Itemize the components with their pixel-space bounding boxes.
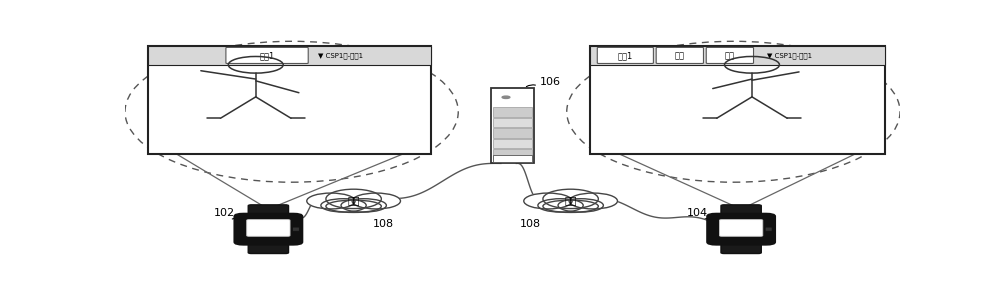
FancyBboxPatch shape bbox=[707, 214, 775, 245]
Ellipse shape bbox=[352, 193, 400, 209]
FancyBboxPatch shape bbox=[247, 220, 290, 236]
Bar bbox=[148, 46, 431, 65]
Bar bbox=[590, 46, 885, 154]
Bar bbox=[590, 46, 885, 65]
Circle shape bbox=[502, 96, 510, 99]
Bar bbox=[493, 117, 532, 127]
Ellipse shape bbox=[538, 199, 583, 212]
Text: 网络: 网络 bbox=[564, 195, 577, 205]
FancyBboxPatch shape bbox=[721, 241, 761, 253]
Ellipse shape bbox=[524, 193, 572, 209]
Text: ▼ CSP1区-频道1: ▼ CSP1区-频道1 bbox=[318, 52, 363, 59]
Text: 108: 108 bbox=[373, 219, 394, 229]
FancyBboxPatch shape bbox=[721, 205, 761, 217]
FancyBboxPatch shape bbox=[706, 47, 754, 63]
Text: 106: 106 bbox=[540, 77, 561, 87]
Bar bbox=[493, 155, 532, 162]
Bar bbox=[148, 46, 431, 154]
Text: 108: 108 bbox=[520, 219, 541, 229]
Text: 102: 102 bbox=[214, 208, 235, 218]
FancyBboxPatch shape bbox=[765, 227, 772, 231]
Ellipse shape bbox=[341, 199, 386, 212]
FancyBboxPatch shape bbox=[597, 47, 653, 63]
Bar bbox=[493, 128, 532, 138]
FancyBboxPatch shape bbox=[248, 241, 289, 253]
FancyBboxPatch shape bbox=[719, 220, 763, 236]
Text: 网络: 网络 bbox=[347, 195, 360, 205]
Ellipse shape bbox=[558, 199, 603, 212]
FancyBboxPatch shape bbox=[292, 227, 299, 231]
Text: ▼ CSP1区-频道1: ▼ CSP1区-频道1 bbox=[767, 52, 812, 59]
Ellipse shape bbox=[307, 193, 355, 209]
Text: 任务1: 任务1 bbox=[618, 51, 633, 60]
Ellipse shape bbox=[321, 199, 366, 212]
Text: 104: 104 bbox=[687, 208, 708, 218]
FancyBboxPatch shape bbox=[491, 88, 534, 163]
Ellipse shape bbox=[543, 200, 598, 213]
Bar bbox=[493, 138, 532, 149]
Ellipse shape bbox=[326, 200, 381, 213]
Bar bbox=[493, 107, 532, 117]
Text: 任务1: 任务1 bbox=[259, 51, 275, 60]
Ellipse shape bbox=[543, 189, 598, 209]
Ellipse shape bbox=[569, 193, 617, 209]
Text: 拒绝: 拒绝 bbox=[725, 51, 735, 60]
Bar bbox=[493, 149, 532, 159]
Ellipse shape bbox=[326, 189, 381, 209]
Text: 接受: 接受 bbox=[675, 51, 685, 60]
FancyBboxPatch shape bbox=[234, 214, 302, 245]
FancyBboxPatch shape bbox=[656, 47, 703, 63]
FancyBboxPatch shape bbox=[248, 205, 289, 217]
FancyBboxPatch shape bbox=[226, 47, 308, 63]
